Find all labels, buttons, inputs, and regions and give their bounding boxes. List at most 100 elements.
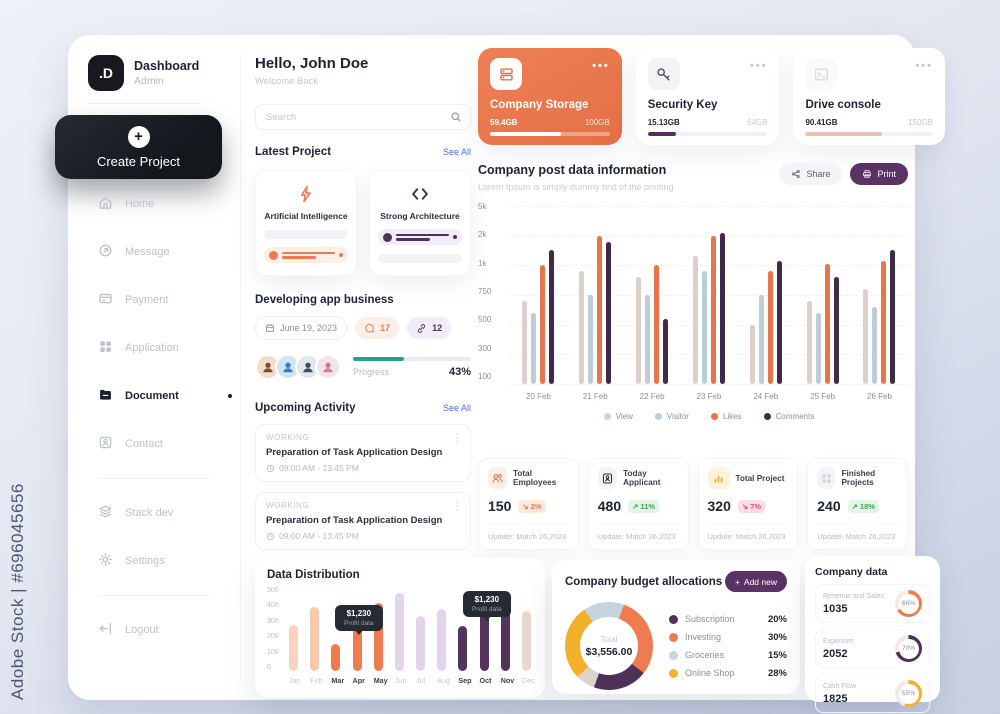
app-subtitle: Admin [134,75,164,87]
bar-group-22-feb [636,206,669,384]
bar-feb [310,607,320,671]
home-icon [98,195,113,213]
kebab-menu-icon[interactable]: ⋮ [452,433,462,444]
sidebar-item-label: Document [125,390,179,402]
employees-icon [488,467,508,489]
bar-visitor [645,295,651,384]
bar-view [863,289,869,384]
bar-aug [437,609,447,671]
bar-comments [719,233,725,384]
project-card-artificial-intelligence[interactable]: Artificial Intelligence [255,170,357,276]
search-input[interactable] [264,110,444,124]
bar-jan [289,625,298,671]
bar-group-26-feb [863,206,896,384]
post-bar-chart: 5k 2k 1k 750 500 300 100 20 Feb 21 Feb 22 Feb 23 … [478,203,908,421]
contact-icon [98,435,113,453]
project-progress-bar [353,356,471,361]
storage-card-title: Security Key [647,99,718,111]
gridline [510,235,908,237]
company-storage-card[interactable]: ••• Company Storage 59.4GB 100GB [478,48,622,145]
activity-card[interactable]: WORKING ⋮ Preparation of Task Applicatio… [255,492,471,550]
logo-mark: .D [88,55,124,91]
stat-card-today-applicant[interactable]: Today Applicant 480 ↗ 11% Update: Match 2… [587,458,689,550]
sidebar-item-contact[interactable]: Contact [98,432,218,456]
company-data-title: Company data [815,566,888,578]
sidebar-item-document[interactable]: Document [98,384,232,408]
distribution-title: Data Distribution [267,569,360,581]
project-date-pill[interactable]: June 19, 2023 [255,316,348,340]
security-key-card[interactable]: ••• Security Key 15.13GB 64GB [635,48,780,145]
bar-view [806,301,812,384]
activity-card[interactable]: WORKING ⋮ Preparation of Task Applicatio… [255,424,471,482]
stat-card-total-employees[interactable]: Total Employees 150 ↘ 2% Update: Match 26… [478,458,579,550]
greeting: Hello, John Doe [255,55,369,72]
x-axis-labels: 20 Feb 21 Feb 22 Feb 23 Feb 24 Feb 25 Feb 26 F… [525,392,892,401]
storage-total: 100GB [584,118,610,127]
latest-project-see-all-link[interactable]: See All [442,147,471,157]
drive-console-card[interactable]: ••• Drive console 90.41GB 150GB [793,48,945,145]
stat-change-badge: ↗ 11% [628,499,660,513]
add-new-label: Add new [743,576,777,587]
progress-label: Progress [353,366,390,377]
logout-icon [98,621,113,639]
bar-visitor [588,295,594,384]
progress-ring: 70% [895,635,922,662]
bar-nov [500,596,510,671]
chart-tooltip: $1,230 Profit data [463,591,511,621]
budget-legend-item-groceries: Groceries 15% [669,650,787,661]
project-comments-pill[interactable]: 17 [355,317,400,339]
more-menu-icon[interactable]: ••• [749,60,768,72]
project-card-strong-architecture[interactable]: Strong Architecture [369,170,471,276]
search-icon[interactable] [450,111,462,123]
bar-comments [549,250,555,384]
sidebar-divider [240,55,241,680]
bar-view [749,325,755,384]
sidebar-item-stack-dev[interactable]: Stack dev [98,501,218,525]
bar-likes [881,261,887,384]
bar-likes [767,271,773,384]
sidebar-item-payment[interactable]: Payment [98,288,218,312]
bar-visitor [872,307,878,384]
activity-time: 09:00 AM - 13:45 PM [279,463,359,473]
upcoming-see-all-link[interactable]: See All [442,403,471,413]
bar-comments [776,261,782,384]
stat-card-finished-projects[interactable]: Finished Projects 240 ↗ 18% Update: Match… [807,458,908,550]
project-links-pill[interactable]: 12 [407,317,452,339]
more-menu-icon[interactable]: ••• [915,60,933,72]
sidebar-item-logout[interactable]: Logout [98,618,218,642]
project-card-title: Artificial Intelligence [264,211,348,221]
sidebar-item-message[interactable]: Message [98,240,218,264]
terminal-icon [805,58,838,90]
project-links-count: 12 [432,323,443,333]
sidebar-item-home[interactable]: Home [98,192,218,216]
stat-label: Total Project [735,473,785,483]
sidebar-item-application[interactable]: Application [98,336,218,360]
app-logo: .D Dashboard Admin [88,55,199,91]
metric-value: 1825 [823,692,848,705]
add-new-button[interactable]: + Add new [724,571,787,592]
kebab-menu-icon[interactable]: ⋮ [452,501,462,512]
create-project-button[interactable]: + Create Project [55,115,222,179]
print-button[interactable]: Print [850,163,908,185]
sidebar-item-settings[interactable]: Settings [98,549,218,573]
folder-icon [98,387,113,405]
create-project-label: Create Project [96,153,181,169]
project-comments-count: 17 [380,323,391,333]
more-menu-icon[interactable]: ••• [592,60,610,72]
bar-mar [331,644,341,671]
project-card-title: Strong Architecture [380,211,460,221]
stat-card-total-project[interactable]: Total Project 320 ↘ 7% Update: Match 26,2… [697,458,799,550]
bar-comments [833,277,839,384]
comment-icon [364,323,375,334]
bar-group-20-feb [522,206,555,384]
bar-apr [352,612,362,671]
team-avatars [255,354,341,380]
gridline [510,324,908,326]
bar-group-21-feb [579,206,612,384]
bar-likes [540,265,546,384]
share-button[interactable]: Share [779,163,843,185]
bar-view [522,301,528,384]
print-label: Print [877,169,896,179]
gridline [510,295,908,296]
stat-change-badge: ↘ 2% [518,499,546,513]
